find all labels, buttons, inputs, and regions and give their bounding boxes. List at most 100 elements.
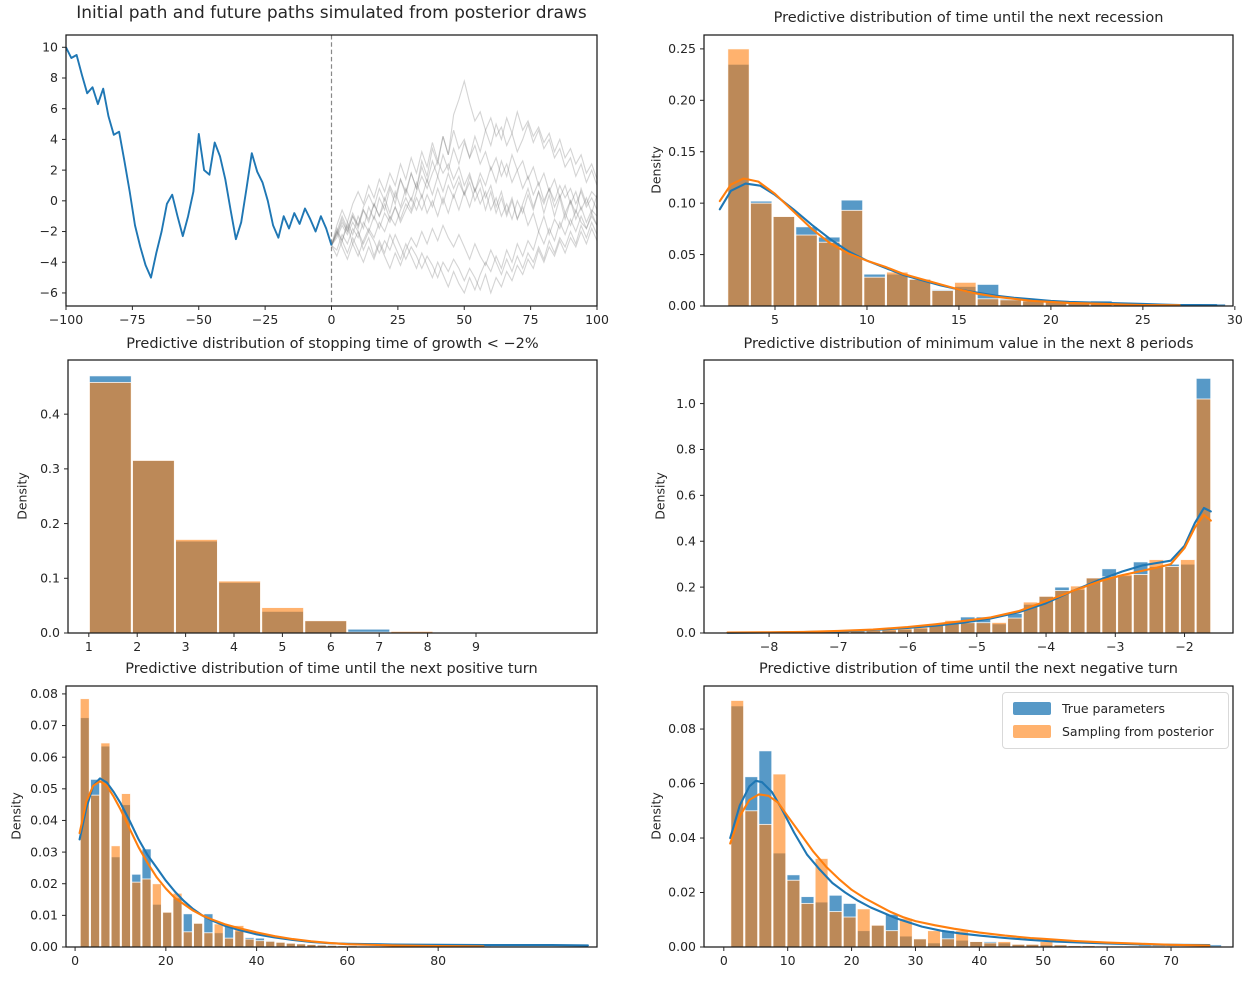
y-tick-label: 0.00	[30, 939, 58, 954]
y-tick-label: 0.2	[40, 516, 60, 531]
x-tick-label: 4	[230, 639, 238, 654]
x-tick-label: 20	[844, 953, 860, 968]
x-tick-label: −8	[760, 639, 778, 654]
legend-swatch-posterior-icon	[1013, 725, 1051, 738]
kde-line-posterior	[726, 513, 1212, 634]
x-tick-label: 25	[390, 312, 406, 327]
y-tick-label: 0.01	[30, 908, 58, 923]
axes-box	[67, 359, 598, 634]
future-path-line	[330, 211, 598, 295]
x-tick-label: −4	[1037, 639, 1055, 654]
x-tick-label: 6	[327, 639, 335, 654]
x-tick-label: 100	[585, 312, 609, 327]
axis-ticks-and-labels: −100 −75 −50 −25 0 25 50 75 100 10 8 6 4 2 0 −2 −4 −6	[40, 39, 609, 327]
x-tick-label: 30	[1227, 312, 1243, 327]
legend-item-true-parameters: True parameters	[1013, 701, 1214, 716]
y-tick-label: 0.10	[668, 195, 696, 210]
future-path-line	[331, 220, 598, 277]
future-path-line	[330, 159, 598, 261]
y-tick-label: 0.08	[30, 686, 58, 701]
initial-path-line	[65, 46, 333, 279]
x-tick-label: 10	[780, 953, 796, 968]
x-tick-label: −100	[49, 312, 83, 327]
hist-bars-posterior	[79, 698, 441, 948]
x-tick-label: 80	[430, 953, 446, 968]
y-tick-label: 0	[50, 193, 58, 208]
x-tick-label: 7	[375, 639, 383, 654]
y-tick-label: 0.03	[30, 844, 58, 859]
future-path-line	[330, 78, 598, 246]
x-tick-label: 10	[859, 312, 875, 327]
y-tick-label: 0.20	[668, 93, 696, 108]
y-tick-label: 8	[50, 70, 58, 85]
y-tick-label: 0.06	[668, 776, 696, 791]
x-tick-label: 9	[472, 639, 480, 654]
y-tick-label: 1.0	[676, 396, 696, 411]
y-tick-label: 0.02	[30, 876, 58, 891]
x-tick-label: 60	[1099, 953, 1115, 968]
x-tick-label: −2	[1175, 639, 1193, 654]
y-tick-label: −2	[40, 224, 58, 239]
future-path-line	[330, 109, 598, 246]
y-tick-label: 0.4	[40, 406, 60, 421]
y-tick-label: 0.0	[40, 625, 60, 640]
x-tick-label: 50	[456, 312, 472, 327]
x-tick-label: −7	[829, 639, 847, 654]
y-tick-label: 0.1	[40, 570, 60, 585]
y-tick-label: 0.02	[668, 885, 696, 900]
y-tick-label: 0.4	[676, 533, 696, 548]
x-tick-label: −75	[119, 312, 145, 327]
x-tick-label: 8	[424, 639, 432, 654]
kde-line-posterior	[729, 793, 1211, 947]
y-tick-label: 0.00	[668, 298, 696, 313]
y-tick-label: 0.05	[30, 781, 58, 796]
x-tick-label: 5	[771, 312, 779, 327]
x-tick-label: 40	[249, 953, 265, 968]
kde-line-true	[729, 779, 1211, 947]
y-tick-label: 0.00	[668, 939, 696, 954]
title-next-recession: Predictive distribution of time until th…	[773, 10, 1164, 26]
y-tick-label: 10	[42, 39, 58, 54]
y-tick-label: −6	[40, 285, 58, 300]
y-tick-label: 0.07	[30, 718, 58, 733]
axis-ticks-and-labels: 0 20 40 60 80 0.00 0.01 0.02 0.03 0.04 0.05 0.06 0.0…	[30, 686, 446, 968]
y-tick-label: 0.3	[40, 461, 60, 476]
x-tick-label: 0	[328, 312, 336, 327]
y-tick-label: 0.05	[668, 247, 696, 262]
ylabel-next-negative-turn: Density	[648, 792, 664, 840]
y-tick-label: 0.25	[668, 41, 696, 56]
hist-bars-posterior	[88, 381, 434, 634]
future-path-line	[331, 152, 598, 251]
x-tick-label: 60	[339, 953, 355, 968]
ylabel-next-positive-turn: Density	[8, 792, 24, 840]
x-tick-label: 3	[182, 639, 190, 654]
x-tick-label: 1	[85, 639, 93, 654]
x-tick-label: 0	[71, 953, 79, 968]
y-tick-label: 0.06	[30, 749, 58, 764]
x-tick-label: 50	[1035, 953, 1051, 968]
ylabel-next-recession: Density	[648, 146, 664, 194]
subplot-initial-path: −100 −75 −50 −25 0 25 50 75 100 10 8 6 4 2 0 −2 −4 −6	[40, 34, 609, 327]
legend-label-posterior: Sampling from posterior	[1062, 724, 1214, 739]
hist-bars-posterior	[724, 398, 1212, 634]
future-path-line	[331, 171, 598, 246]
subplot-next-recession: 5 10 15 20 25 30 0.00 0.05 0.10 0.15 0.20 0.25	[668, 34, 1243, 327]
title-next-negative-turn: Predictive distribution of time until th…	[759, 661, 1178, 677]
y-tick-label: 0.15	[668, 144, 696, 159]
y-tick-label: 0.04	[668, 830, 696, 845]
future-path-line	[331, 221, 598, 295]
legend-label-true: True parameters	[1062, 701, 1166, 716]
y-tick-label: 0.2	[676, 579, 696, 594]
y-tick-label: 2	[50, 162, 58, 177]
kde-line-posterior	[718, 177, 1181, 307]
axis-ticks-and-labels: 5 10 15 20 25 30 0.00 0.05 0.10 0.15 0.20 0.25	[668, 41, 1243, 327]
subplot-next-negative-turn: 0 10 20 30 40 50 60 70 0.00 0.02 0.04 0.06 0.08	[668, 685, 1234, 968]
x-tick-label: 20	[158, 953, 174, 968]
subplot-stopping-time: 1 2 3 4 5 6 7 8 9 0.0 0.1 0.2 0.3 0.4	[40, 359, 598, 654]
legend: True parameters Sampling from posterior	[1002, 692, 1229, 749]
x-tick-label: −5	[968, 639, 986, 654]
x-tick-label: 0	[720, 953, 728, 968]
axis-ticks-and-labels: −8 −7 −6 −5 −4 −3 −2 0.0 0.2 0.4 0.6 0.8 1.0	[676, 396, 1194, 654]
